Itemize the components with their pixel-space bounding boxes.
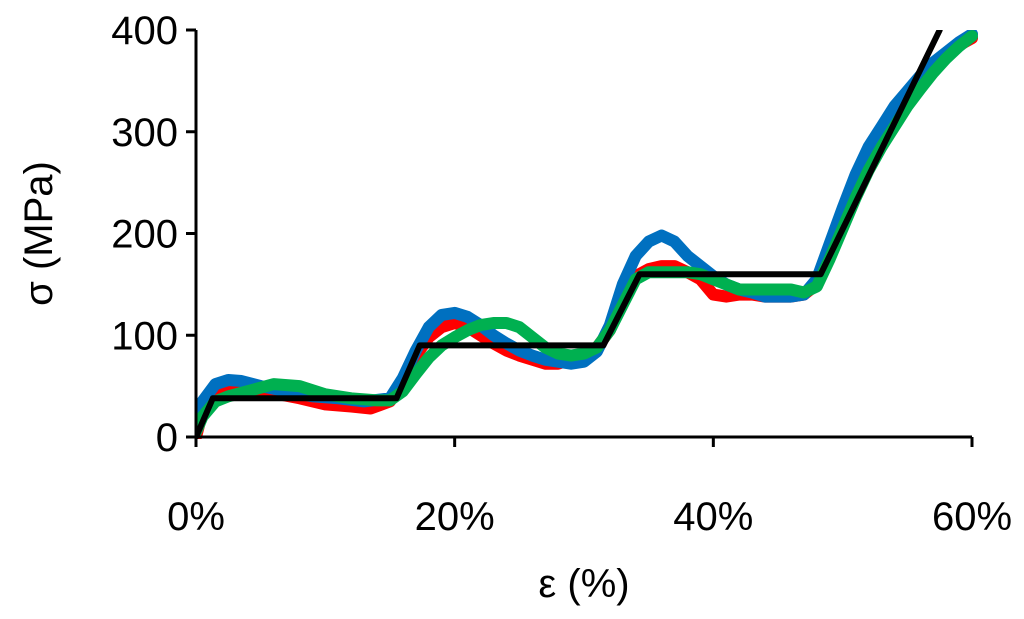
x-tick-label: 60% <box>932 495 1012 539</box>
ticks-layer: 0% 20% 40% 60% 0 100 200 300 400 <box>111 9 1012 539</box>
y-tick-label: 0 <box>156 416 178 460</box>
series-line-1 <box>196 32 978 439</box>
y-axis-title: σ (MPa) <box>17 161 61 306</box>
series-layer <box>196 30 978 439</box>
axes-layer <box>194 30 972 439</box>
x-tick-label: 40% <box>673 495 753 539</box>
series-line-4 <box>196 30 943 439</box>
y-tick-label: 100 <box>111 314 178 358</box>
y-tick-label: 300 <box>111 111 178 155</box>
y-tick-label: 400 <box>111 9 178 53</box>
series-line-2 <box>196 30 978 433</box>
series-line-3 <box>196 30 978 438</box>
y-tick-label: 200 <box>111 213 178 257</box>
x-tick-label: 0% <box>167 495 225 539</box>
x-tick-label: 20% <box>415 495 495 539</box>
x-axis-title: ε (%) <box>538 562 629 606</box>
